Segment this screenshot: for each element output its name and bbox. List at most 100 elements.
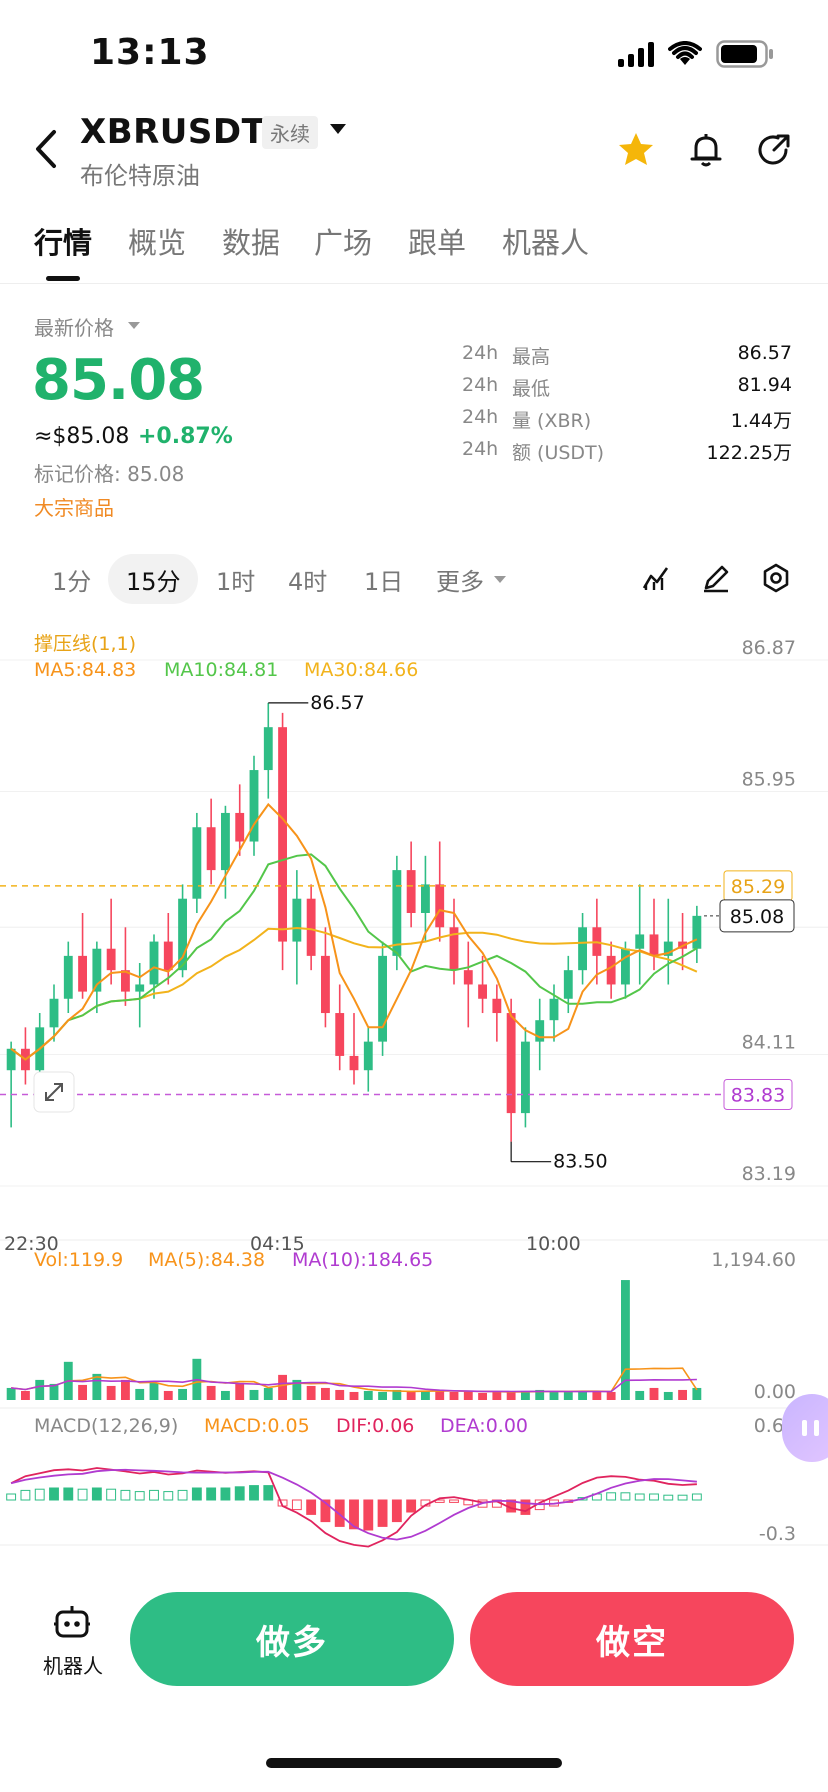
interval-1d[interactable]: 1日 <box>364 568 404 596</box>
bot-shortcut[interactable]: 机器人 <box>40 1602 103 1682</box>
volume-bar <box>406 1391 416 1400</box>
macd-bar <box>349 1499 359 1530</box>
symbol-dropdown-icon[interactable] <box>330 124 346 134</box>
floating-pull-handle[interactable] <box>782 1394 828 1462</box>
volume-bar <box>506 1391 516 1400</box>
kline-chart[interactable]: 86.87 85.95 84.11 83.19 撑压线(1,1) MA5:84.83 MA1… <box>0 620 828 1550</box>
candle-body <box>563 970 573 999</box>
active-interval-pill <box>108 554 198 604</box>
tab-copy-trading[interactable]: 跟单 <box>408 226 467 260</box>
tab-data[interactable]: 数据 <box>222 226 281 260</box>
macd-bar <box>63 1487 74 1501</box>
contract-type-badge: 永续 <box>262 116 318 149</box>
last-price: 85.08 <box>32 348 205 413</box>
last-price-label[interactable]: 最新价格 <box>34 316 114 340</box>
stat-value: 81.94 <box>737 374 792 396</box>
volume-bar <box>35 1379 45 1400</box>
candle-body <box>435 884 445 928</box>
volume-bar <box>435 1389 445 1400</box>
candle-body <box>521 1041 530 1114</box>
candle-body <box>6 1048 16 1071</box>
interval-1h[interactable]: 1时 <box>216 568 256 596</box>
price-change-percent: +0.87% <box>138 424 233 449</box>
interval-1m[interactable]: 1分 <box>52 568 92 596</box>
macd-bar <box>391 1499 402 1523</box>
volume-bar <box>535 1389 545 1400</box>
candle-body <box>349 1055 359 1071</box>
volume-bar <box>592 1390 602 1400</box>
macd-bar <box>449 1499 459 1503</box>
candle-body <box>649 934 659 956</box>
symbol-name: 布伦特原油 <box>80 162 200 190</box>
volume-bar <box>563 1391 573 1400</box>
candle-body <box>249 770 259 842</box>
star-icon[interactable] <box>616 130 656 170</box>
mark-price: 标记价格: 85.08 <box>34 462 185 486</box>
volume-bar <box>349 1391 359 1400</box>
ma5-line <box>10 802 698 1061</box>
symbol-header: XBRUSDT 永续 布伦特原油 <box>0 106 828 196</box>
bell-icon[interactable] <box>686 130 726 170</box>
last-price-label: 85.08 <box>730 906 784 928</box>
macd-bar <box>91 1487 102 1501</box>
candle-body <box>621 948 630 985</box>
dea-value: DEA:0.00 <box>440 1415 528 1437</box>
candle-body <box>221 812 230 871</box>
candle-body <box>663 941 673 956</box>
stat-period: 24h <box>462 438 499 460</box>
volume-bar <box>549 1391 559 1400</box>
support-label: 83.83 <box>731 1085 785 1107</box>
candle-body <box>635 934 645 949</box>
symbol-title[interactable]: XBRUSDT <box>80 112 266 152</box>
volume-bar <box>635 1390 645 1400</box>
stat-volume: 24h 量 (XBR) 1.44万 <box>462 406 792 436</box>
tab-bots[interactable]: 机器人 <box>502 226 590 260</box>
share-icon[interactable] <box>754 130 794 170</box>
volume-bar <box>235 1382 245 1400</box>
more-dropdown-icon[interactable] <box>494 576 506 583</box>
macd-bar <box>120 1489 131 1501</box>
back-icon[interactable] <box>32 128 62 170</box>
indicator-icon[interactable] <box>640 562 672 594</box>
macd-bar <box>606 1492 617 1501</box>
interval-more[interactable]: 更多 <box>436 568 484 596</box>
tab-overview[interactable]: 概览 <box>128 226 187 260</box>
settings-icon[interactable] <box>760 562 792 594</box>
x-tick-label: 22:30 <box>4 1233 59 1255</box>
short-button[interactable]: 做空 <box>470 1592 794 1686</box>
home-indicator <box>266 1758 562 1768</box>
macd-bar <box>406 1499 417 1513</box>
candle-body <box>606 955 616 985</box>
candle-body <box>478 984 487 999</box>
tab-square[interactable]: 广场 <box>314 226 373 260</box>
signal-icon <box>618 41 654 67</box>
interval-15m[interactable]: 15分 <box>126 568 181 596</box>
vol-top-label: 1,194.60 <box>711 1249 796 1271</box>
category-tag[interactable]: 大宗商品 <box>34 496 114 520</box>
interval-selector: 1分 15分 1时 4时 1日 更多 <box>0 552 828 608</box>
stat-period: 24h <box>462 342 499 364</box>
y-tick-label: 86.87 <box>742 637 796 659</box>
interval-4h[interactable]: 4时 <box>288 568 328 596</box>
status-bar: 13:13 <box>0 0 828 110</box>
candle-body <box>135 984 145 992</box>
volume-bar <box>135 1388 145 1400</box>
macd-bar <box>249 1485 259 1501</box>
long-button[interactable]: 做多 <box>130 1592 454 1686</box>
candle-body <box>421 884 430 913</box>
macd-bar <box>20 1489 31 1501</box>
macd-bar <box>177 1489 188 1501</box>
volume-bar <box>663 1391 673 1400</box>
y-tick-label: 83.19 <box>742 1163 796 1185</box>
stat-low: 24h 最低 81.94 <box>462 374 792 404</box>
price-type-dropdown-icon[interactable] <box>128 322 140 329</box>
macd-bar <box>691 1493 702 1501</box>
short-label: 做空 <box>596 1622 668 1663</box>
candle-body <box>535 1020 545 1042</box>
volume-bar <box>421 1390 430 1400</box>
macd-bar <box>363 1499 374 1531</box>
tab-market[interactable]: 行情 <box>34 226 93 260</box>
y-tick-label: 85.95 <box>742 769 796 791</box>
high-price-label: 86.57 <box>310 692 364 714</box>
draw-pen-icon[interactable] <box>700 562 732 594</box>
